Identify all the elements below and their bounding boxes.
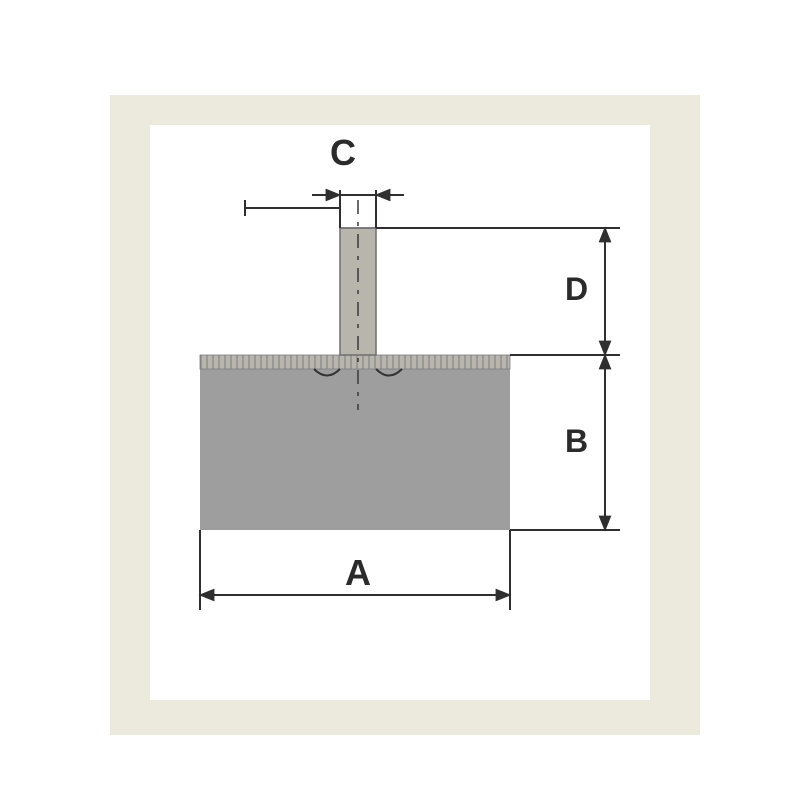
dim-label-c: C bbox=[330, 132, 356, 173]
dim-label-b: B bbox=[565, 423, 588, 459]
dim-label-a: A bbox=[345, 552, 371, 593]
technical-drawing: A B D C bbox=[0, 0, 800, 800]
top-plate bbox=[200, 355, 510, 369]
mount-body bbox=[200, 355, 510, 530]
dim-label-d: D bbox=[565, 271, 588, 307]
